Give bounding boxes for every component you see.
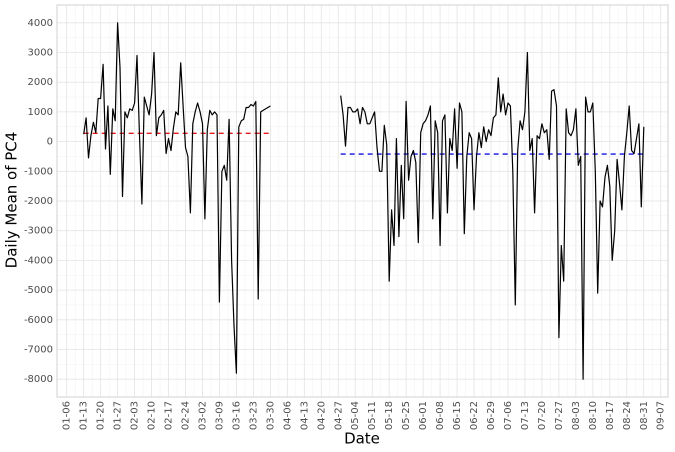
x-tick-label: 09-07: [656, 401, 667, 430]
x-tick-label: 04-20: [316, 401, 327, 430]
x-tick-label: 02-03: [130, 401, 141, 430]
x-tick-label: 01-06: [62, 401, 73, 430]
x-tick-label: 06-15: [452, 401, 463, 430]
x-tick-label: 01-20: [96, 401, 107, 430]
x-tick-label: 08-17: [605, 401, 616, 430]
x-tick-label: 03-30: [265, 401, 276, 430]
y-tick-label: -4000: [24, 255, 53, 266]
x-tick-label: 08-31: [639, 401, 650, 430]
y-tick-label: 2000: [28, 77, 53, 88]
x-tick-label: 04-27: [333, 401, 344, 430]
x-tick-label: 01-13: [79, 401, 90, 430]
grid: [57, 5, 668, 397]
y-tick-label: -5000: [24, 285, 53, 296]
y-tick-label: 1000: [28, 107, 53, 118]
x-tick-label: 03-09: [214, 401, 225, 430]
x-tick-label: 04-06: [282, 401, 293, 430]
x-tick-label: 03-02: [197, 401, 208, 430]
x-tick-label: 08-03: [571, 401, 582, 430]
y-tick-label: -8000: [24, 374, 53, 385]
x-tick-label: 06-08: [435, 401, 446, 430]
x-tick-label: 08-24: [622, 401, 633, 430]
x-tick-label: 05-25: [401, 401, 412, 430]
x-tick-label: 07-20: [537, 401, 548, 430]
data-line: [83, 22, 645, 380]
y-tick-label: -3000: [24, 226, 53, 237]
x-tick-label: 06-22: [469, 401, 480, 430]
x-tick-label: 07-13: [520, 401, 531, 430]
x-axis-title: Date: [344, 430, 380, 448]
y-tick-label: -6000: [24, 315, 53, 326]
x-tick-label: 03-23: [248, 401, 259, 430]
x-tick-label: 04-13: [299, 401, 310, 430]
x-tick-label: 03-16: [231, 401, 242, 430]
x-tick-label: 02-24: [181, 401, 192, 430]
x-tick-label: 05-18: [384, 401, 395, 430]
x-tick-label: 05-04: [350, 401, 361, 430]
y-tick-label: 4000: [28, 18, 53, 29]
x-tick-label: 07-27: [554, 401, 565, 430]
x-tick-label: 06-29: [486, 401, 497, 430]
x-tick-label: 02-17: [164, 401, 175, 430]
plot-border: [56, 4, 669, 398]
y-axis-title: Daily Mean of PC4: [3, 132, 21, 269]
y-tick-label: -1000: [24, 166, 53, 177]
x-tick-label: 05-11: [367, 401, 378, 430]
y-tick-label: -2000: [24, 196, 53, 207]
x-tick-label: 06-01: [418, 401, 429, 430]
y-tick-label: 3000: [28, 48, 53, 59]
x-tick-label: 07-06: [503, 401, 514, 430]
x-tick-label: 02-10: [147, 401, 158, 430]
y-tick-label: 0: [47, 137, 53, 148]
x-tick-label: 08-10: [588, 401, 599, 430]
x-tick-label: 01-27: [113, 401, 124, 430]
y-tick-label: -7000: [24, 344, 53, 355]
